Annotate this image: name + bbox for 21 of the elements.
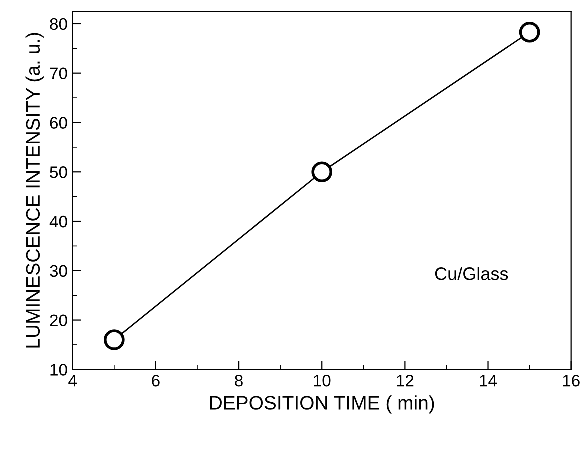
point xyxy=(519,22,540,43)
y-axis-title: LUMINESCENCE INTENSITY (a. u.) xyxy=(26,33,44,348)
point xyxy=(104,330,125,350)
x-tick-label: 14 xyxy=(480,375,498,387)
x-tick-label: 4 xyxy=(68,375,78,387)
y-tick-label: 20 xyxy=(50,314,68,326)
x-tick-label: 6 xyxy=(152,374,160,387)
x-tick-label: 8 xyxy=(235,374,243,387)
y-tick-label: 60 xyxy=(50,117,68,129)
x-tick-label: 12 xyxy=(397,374,414,387)
x-tick-label: 16 xyxy=(563,374,580,387)
annotation: Cu/Glass xyxy=(435,267,508,280)
y-tick-label: 50 xyxy=(50,166,68,178)
y-tick-label: 10 xyxy=(50,364,68,376)
y-tick-label: 40 xyxy=(50,216,68,228)
y-tick-label: 30 xyxy=(50,265,68,278)
y-tick-label: 70 xyxy=(50,68,68,80)
x-axis-title: DEPOSITION TIME ( min) xyxy=(210,396,434,414)
y-tick-label: 80 xyxy=(50,18,68,30)
x-tick-label: 10 xyxy=(314,374,331,387)
point xyxy=(312,162,333,183)
